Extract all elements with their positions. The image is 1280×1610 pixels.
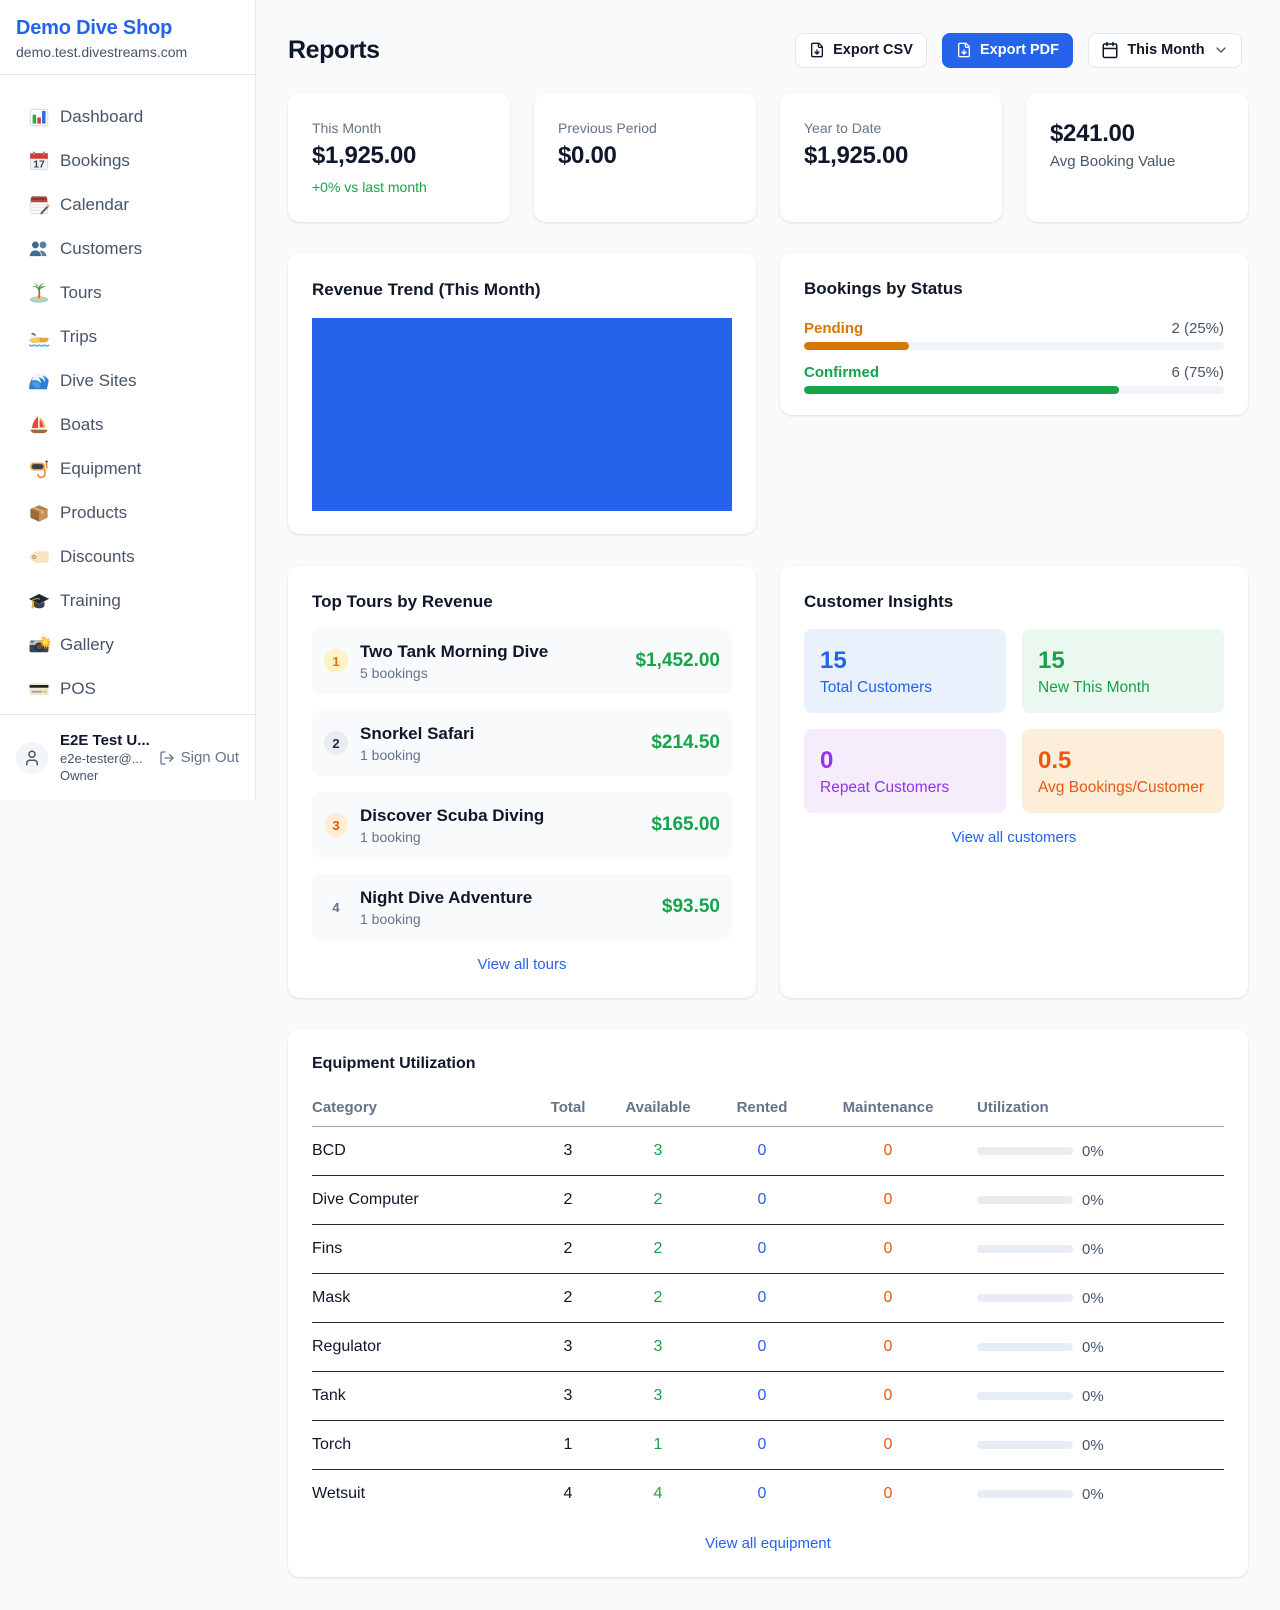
svg-text:17: 17 (33, 160, 45, 171)
